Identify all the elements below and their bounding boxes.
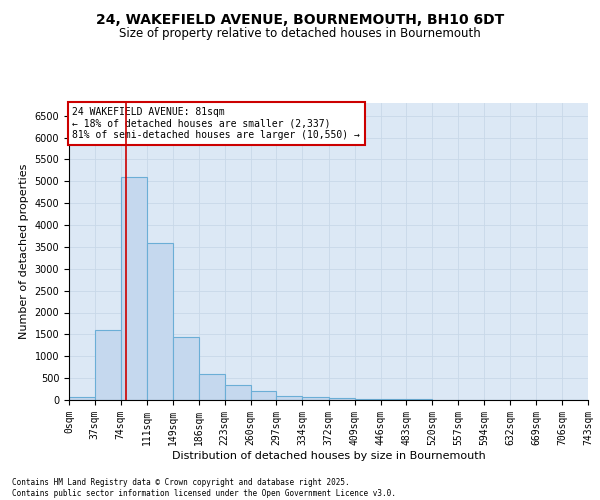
Bar	[95, 330, 121, 400]
Bar	[329, 398, 355, 400]
Text: 24, WAKEFIELD AVENUE, BOURNEMOUTH, BH10 6DT: 24, WAKEFIELD AVENUE, BOURNEMOUTH, BH10 …	[96, 12, 504, 26]
Text: Contains HM Land Registry data © Crown copyright and database right 2025.
Contai: Contains HM Land Registry data © Crown c…	[12, 478, 396, 498]
Bar	[251, 391, 277, 400]
Bar	[69, 396, 95, 400]
Text: Size of property relative to detached houses in Bournemouth: Size of property relative to detached ho…	[119, 28, 481, 40]
Bar	[380, 399, 406, 400]
X-axis label: Distribution of detached houses by size in Bournemouth: Distribution of detached houses by size …	[172, 450, 485, 460]
Bar	[355, 398, 380, 400]
Bar	[302, 396, 329, 400]
Text: 24 WAKEFIELD AVENUE: 81sqm
← 18% of detached houses are smaller (2,337)
81% of s: 24 WAKEFIELD AVENUE: 81sqm ← 18% of deta…	[73, 107, 361, 140]
Bar	[146, 242, 173, 400]
Bar	[199, 374, 225, 400]
Bar	[173, 336, 199, 400]
Bar	[121, 177, 146, 400]
Y-axis label: Number of detached properties: Number of detached properties	[19, 164, 29, 339]
Bar	[277, 396, 302, 400]
Bar	[225, 384, 251, 400]
